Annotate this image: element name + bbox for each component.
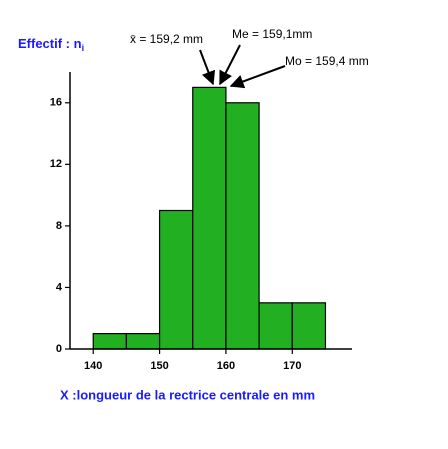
x-axis-label: X :longueur de la rectrice centrale en m… [60,387,315,402]
y-tick-label: 4 [56,281,63,293]
bar [125,333,161,350]
annotation: Me = 159,1mm [232,27,312,41]
y-tick-label: 12 [50,158,62,170]
x-tick-label: 140 [84,360,102,372]
bar [92,333,127,350]
x-tick-label: 160 [217,360,235,372]
annotation: Mo = 159,4 mm [285,54,369,68]
annotation: x̄ = 159,2 mm [130,32,203,46]
y-axis-label: Effectif : ni [18,36,84,53]
bar [258,302,293,350]
x-tick-label: 150 [150,360,168,372]
bar [291,302,327,350]
y-tick-label: 0 [56,343,62,355]
bar [225,102,260,350]
arrow [219,44,241,86]
x-tick-label: 170 [283,360,301,372]
y-tick-label: 8 [56,220,62,232]
bar [192,86,227,350]
arrow [199,49,216,86]
y-tick-label: 16 [50,97,62,109]
bar [158,209,194,350]
arrow [229,65,286,89]
